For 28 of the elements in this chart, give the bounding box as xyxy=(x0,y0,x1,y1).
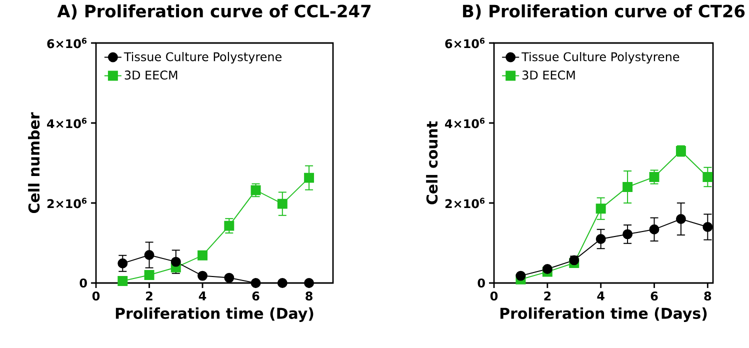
x-tick-label: 8 xyxy=(306,292,312,301)
legend-label: Tissue Culture Polystyrene xyxy=(522,52,680,64)
x-tick-label: 4 xyxy=(597,292,604,300)
x-tick-label: 2 xyxy=(544,292,551,300)
x-tick-label: 0 xyxy=(490,292,498,301)
y-tick-label: 6×10$^{6}$ xyxy=(47,38,87,48)
y-tick-label: 2×10$^{6}$ xyxy=(47,198,87,208)
chart-title: A) Proliferation curve of CCL-247 xyxy=(57,4,370,20)
x-axis-title: Proliferation time (Days) xyxy=(500,307,707,322)
legend-label: 3D EECM xyxy=(124,70,178,80)
x-axis-title: Proliferation time (Day) xyxy=(116,307,314,322)
y-tick-label: 4×10$^{6}$ xyxy=(47,118,87,128)
x-tick-label: 6 xyxy=(252,292,260,301)
legend-label: 3D EECM xyxy=(522,70,575,80)
chart-title: B) Proliferation curve of CT26 xyxy=(463,4,745,20)
y-tick-label: 2×10$^{6}$ xyxy=(445,198,485,208)
y-tick-label: 0 xyxy=(478,278,485,288)
legend-label: Tissue Culture Polystyrene xyxy=(124,52,282,64)
x-tick-label: 6 xyxy=(650,292,658,301)
x-tick-label: 0 xyxy=(92,292,100,301)
y-tick-label: 0 xyxy=(80,278,87,288)
y-tick-label: 4×10$^{6}$ xyxy=(445,118,485,128)
x-tick-label: 2 xyxy=(146,292,152,300)
y-tick-label: 6×10$^{6}$ xyxy=(445,38,485,48)
x-tick-label: 8 xyxy=(704,292,712,301)
y-axis-title: Cell number xyxy=(28,112,40,214)
y-axis-title: Cell count xyxy=(426,121,438,204)
x-tick-label: 4 xyxy=(198,292,206,300)
